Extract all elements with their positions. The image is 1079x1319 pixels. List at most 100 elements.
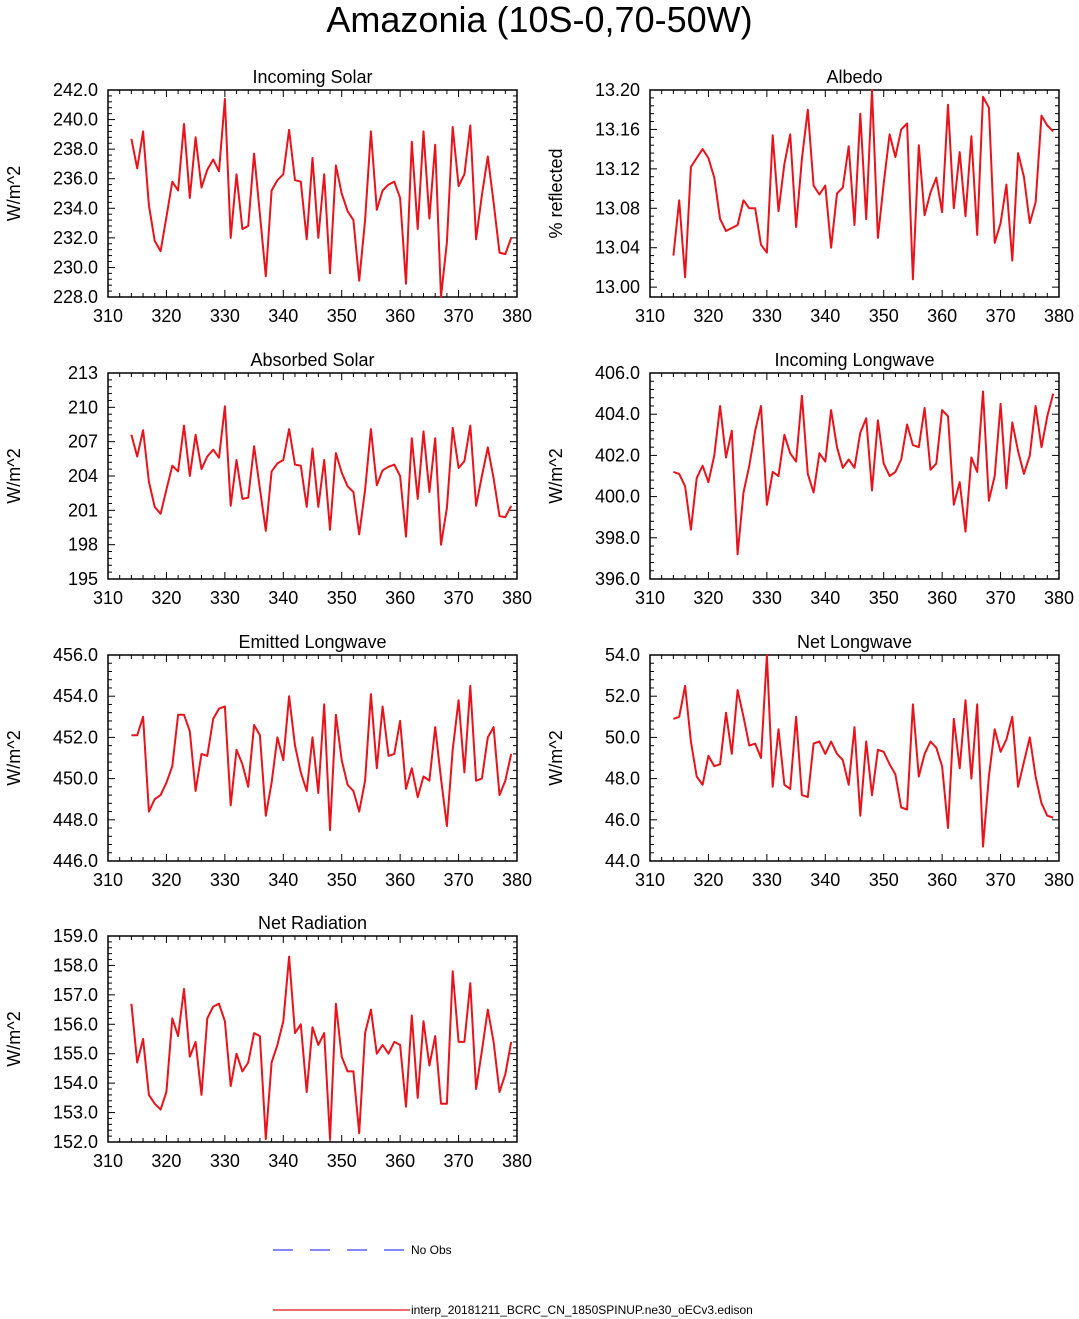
x-tick-label: 330 xyxy=(210,306,240,326)
y-tick-label: 157.0 xyxy=(53,985,98,1005)
y-tick-label: 238.0 xyxy=(53,139,98,159)
x-tick-label: 340 xyxy=(810,588,840,608)
series-line xyxy=(130,405,513,546)
panel-6: Net Longwave W/m^2 310 320 330 340 350 360 370 38… xyxy=(546,632,1074,890)
x-tick-label: 340 xyxy=(810,306,840,326)
plot-frame xyxy=(649,654,1060,862)
x-tick-label: 320 xyxy=(151,588,181,608)
y-tick-label: 398.0 xyxy=(595,528,640,548)
x-tick-label: 350 xyxy=(327,306,357,326)
x-tick-label: 370 xyxy=(986,588,1016,608)
series-line xyxy=(131,684,513,832)
x-tick-label: 350 xyxy=(869,306,899,326)
x-tick-label: 360 xyxy=(385,1151,415,1171)
x-tick-label: 380 xyxy=(1044,870,1074,890)
x-tick-label: 380 xyxy=(502,306,532,326)
x-tick-label: 330 xyxy=(752,588,782,608)
figure-title: Amazonia (10S-0,70-50W) xyxy=(326,0,753,40)
panel-title: Incoming Longwave xyxy=(774,350,934,370)
x-tick-label: 360 xyxy=(385,870,415,890)
series-line xyxy=(672,89,1054,281)
x-tick-label: 330 xyxy=(210,1151,240,1171)
y-tick-label: 44.0 xyxy=(605,851,640,871)
panel-title: Absorbed Solar xyxy=(250,350,374,370)
plot-frame xyxy=(107,89,518,298)
panel-7: Net Radiation W/m^2 310 320 330 340 350 360 370 3… xyxy=(4,913,532,1171)
y-axis-label: W/m^2 xyxy=(4,1011,24,1066)
x-tick-label: 310 xyxy=(635,588,665,608)
x-tick-label: 370 xyxy=(444,870,474,890)
y-tick-label: 50.0 xyxy=(605,727,640,747)
x-tick-label: 340 xyxy=(268,306,298,326)
x-tick-label: 330 xyxy=(752,870,782,890)
legend: No Obs interp_20181211_BCRC_CN_1850SPINUP… xyxy=(273,1243,753,1317)
y-tick-label: 228.0 xyxy=(53,287,98,307)
y-tick-label: 13.08 xyxy=(595,198,640,218)
y-tick-label: 232.0 xyxy=(53,228,98,248)
x-tick-label: 320 xyxy=(151,1151,181,1171)
y-tick-label: 242.0 xyxy=(53,80,98,100)
y-tick-label: 46.0 xyxy=(605,810,640,830)
x-tick-label: 360 xyxy=(385,306,415,326)
y-tick-label: 396.0 xyxy=(595,569,640,589)
series-line xyxy=(130,955,513,1141)
x-tick-label: 380 xyxy=(1044,588,1074,608)
y-tick-label: 198 xyxy=(68,535,98,555)
x-tick-label: 320 xyxy=(151,306,181,326)
y-axis-label: % reflected xyxy=(546,148,566,238)
x-tick-label: 370 xyxy=(986,306,1016,326)
y-tick-label: 52.0 xyxy=(605,686,640,706)
x-tick-label: 360 xyxy=(927,588,957,608)
panel-3: Absorbed Solar W/m^2 310 320 330 340 350 360 370… xyxy=(4,350,532,608)
y-tick-label: 158.0 xyxy=(53,955,98,975)
y-tick-label: 236.0 xyxy=(53,169,98,189)
x-tick-label: 370 xyxy=(986,870,1016,890)
x-tick-label: 370 xyxy=(444,306,474,326)
panel-1: Incoming Solar W/m^2 310 320 330 340 350 360 370… xyxy=(4,67,532,326)
x-tick-label: 310 xyxy=(93,588,123,608)
y-tick-label: 54.0 xyxy=(605,645,640,665)
x-tick-label: 350 xyxy=(327,1151,357,1171)
panel-title: Net Longwave xyxy=(797,632,912,652)
y-tick-label: 210 xyxy=(68,397,98,417)
y-tick-label: 156.0 xyxy=(53,1014,98,1034)
y-tick-label: 195 xyxy=(68,569,98,589)
y-tick-label: 13.20 xyxy=(595,80,640,100)
x-tick-label: 320 xyxy=(693,588,723,608)
y-tick-label: 400.0 xyxy=(595,487,640,507)
x-tick-label: 320 xyxy=(693,870,723,890)
y-tick-label: 234.0 xyxy=(53,198,98,218)
plot-frame xyxy=(649,372,1060,580)
plot-frame xyxy=(649,89,1060,298)
x-tick-label: 350 xyxy=(869,588,899,608)
x-tick-label: 340 xyxy=(268,588,298,608)
y-axis-label: W/m^2 xyxy=(546,448,566,503)
y-tick-label: 213 xyxy=(68,363,98,383)
x-tick-label: 340 xyxy=(268,870,298,890)
y-tick-label: 402.0 xyxy=(595,445,640,465)
x-tick-label: 330 xyxy=(752,306,782,326)
legend-label: interp_20181211_BCRC_CN_1850SPINUP.ne30_… xyxy=(411,1303,753,1317)
panel-title: Net Radiation xyxy=(258,913,367,933)
x-tick-label: 320 xyxy=(693,306,723,326)
x-tick-label: 320 xyxy=(151,870,181,890)
y-tick-label: 154.0 xyxy=(53,1073,98,1093)
x-tick-label: 380 xyxy=(502,1151,532,1171)
y-tick-label: 13.00 xyxy=(595,277,640,297)
x-tick-label: 350 xyxy=(327,588,357,608)
x-tick-label: 350 xyxy=(869,870,899,890)
panel-2: Albedo % reflected 310 320 330 340 350 360 370 38… xyxy=(546,67,1074,326)
x-tick-label: 310 xyxy=(93,870,123,890)
y-tick-label: 406.0 xyxy=(595,363,640,383)
y-tick-label: 153.0 xyxy=(53,1103,98,1123)
x-tick-label: 340 xyxy=(810,870,840,890)
x-tick-label: 310 xyxy=(93,306,123,326)
y-tick-label: 152.0 xyxy=(53,1132,98,1152)
y-tick-label: 230.0 xyxy=(53,257,98,277)
y-axis-label: W/m^2 xyxy=(4,448,24,503)
x-tick-label: 350 xyxy=(327,870,357,890)
y-tick-label: 201 xyxy=(68,500,98,520)
x-tick-label: 380 xyxy=(502,588,532,608)
x-tick-label: 360 xyxy=(385,588,415,608)
y-tick-label: 13.04 xyxy=(595,238,640,258)
